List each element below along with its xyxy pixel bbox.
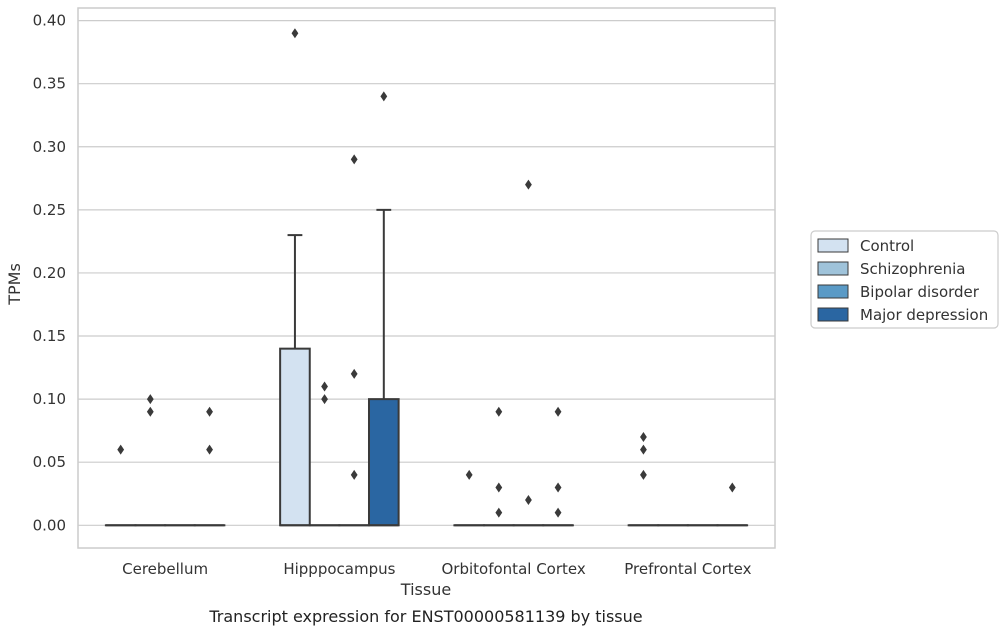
box — [279, 234, 311, 527]
outlier-point — [321, 394, 328, 405]
legend-label: Control — [860, 237, 914, 255]
y-tick-label: 0.00 — [33, 516, 66, 534]
outlier-point — [321, 381, 328, 392]
y-tick-label: 0.25 — [33, 201, 66, 219]
legend: Control Schizophrenia Bipolar disorder Majo… — [810, 230, 999, 329]
outlier-point — [206, 406, 213, 417]
outlier-point — [291, 28, 299, 39]
x-axis-ticks: Cerebellum Hipppocampus Orbitofontal Corte… — [122, 560, 751, 578]
y-tick-label: 0.05 — [33, 453, 66, 471]
outlier-point — [495, 482, 503, 493]
y-axis-title: TPMs — [5, 263, 24, 306]
y-tick-label: 0.20 — [33, 264, 66, 282]
outlier-point — [640, 444, 647, 455]
outlier-point — [640, 469, 647, 480]
outlier-points — [117, 28, 736, 518]
outlier-point — [465, 469, 473, 480]
y-axis-ticks: 0.00 0.05 0.10 0.15 0.20 0.25 0.30 0.35 0.40 — [33, 12, 66, 535]
outlier-point — [350, 469, 358, 480]
outlier-point — [350, 368, 358, 379]
x-tick-label: Orbitofontal Cortex — [442, 560, 586, 578]
legend-label: Major depression — [860, 306, 988, 324]
outlier-point — [350, 154, 358, 165]
legend-swatch — [817, 307, 849, 322]
y-tick-label: 0.40 — [33, 12, 66, 30]
y-tick-label: 0.10 — [33, 390, 66, 408]
outlier-point — [146, 394, 154, 405]
box — [367, 208, 400, 527]
chart-caption: Transcript expression for ENST0000058113… — [208, 607, 642, 626]
legend-swatch — [817, 284, 849, 299]
legend-label: Bipolar disorder — [860, 283, 980, 301]
plot-area-frame — [77, 7, 776, 549]
y-tick-label: 0.35 — [33, 75, 66, 93]
outlier-point — [525, 179, 532, 190]
outlier-point — [206, 444, 213, 455]
outlier-point — [146, 406, 154, 417]
legend-label: Schizophrenia — [860, 260, 965, 278]
outlier-point — [554, 507, 562, 518]
outlier-point — [525, 495, 532, 506]
legend-swatch — [817, 261, 849, 276]
legend-swatch — [817, 238, 849, 253]
x-tick-label: Hipppocampus — [283, 560, 395, 578]
y-tick-label: 0.15 — [33, 327, 66, 345]
x-tick-label: Cerebellum — [122, 560, 208, 578]
gridlines — [78, 20, 775, 526]
outlier-point — [554, 482, 562, 493]
outlier-point — [728, 482, 736, 493]
legend-frame — [810, 230, 999, 329]
box-body — [279, 347, 311, 527]
box-body — [367, 398, 400, 527]
outlier-point — [495, 406, 503, 417]
outlier-point — [117, 444, 125, 455]
outlier-point — [380, 91, 388, 102]
outlier-point — [554, 406, 562, 417]
outlier-point — [640, 431, 647, 442]
box-plot-marks — [104, 208, 749, 527]
x-axis-title: Tissue — [400, 580, 451, 599]
outlier-point — [495, 507, 503, 518]
x-tick-label: Prefrontal Cortex — [624, 560, 751, 578]
y-tick-label: 0.30 — [33, 138, 66, 156]
